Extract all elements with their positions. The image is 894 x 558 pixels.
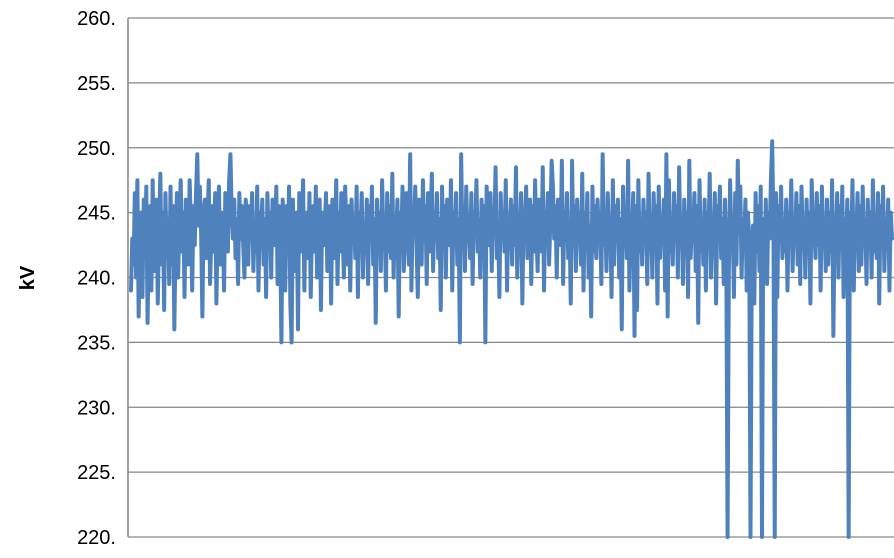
y-tick-label: 220. <box>77 527 116 549</box>
y-tick-label: 245. <box>77 203 116 225</box>
y-axis-label: kV <box>17 265 39 290</box>
y-tick-label: 230. <box>77 397 116 419</box>
y-tick-label: 260. <box>77 8 116 30</box>
y-tick-label: 235. <box>77 332 116 354</box>
y-tick-label: 250. <box>77 138 116 160</box>
y-tick-label: 255. <box>77 73 116 95</box>
y-tick-labels: 260. 255. 250. 245. 240. 235. 230. 225. 220. <box>77 8 116 549</box>
y-tick-label: 225. <box>77 462 116 484</box>
series-line-kv <box>129 139 894 539</box>
y-tick-label: 240. <box>77 268 116 290</box>
series <box>129 139 894 539</box>
